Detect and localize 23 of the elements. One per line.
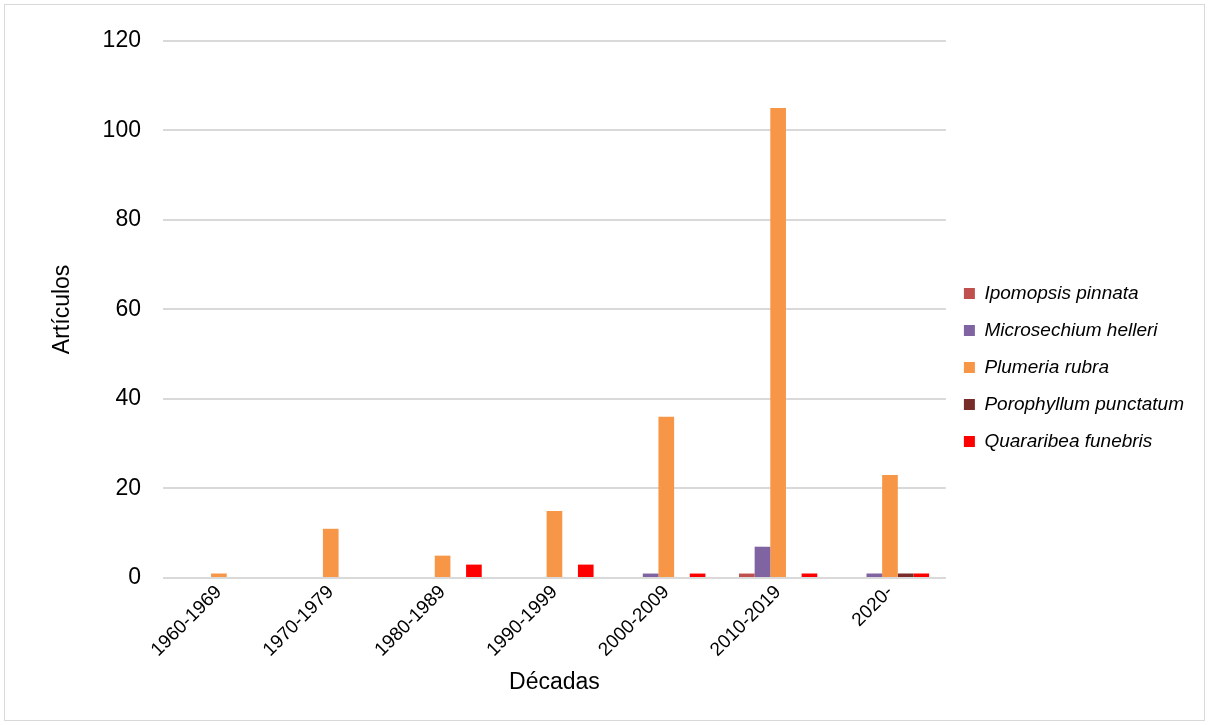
y-tick-label: 120	[102, 26, 141, 53]
bar	[770, 107, 786, 578]
legend-label: Quararibea funebris	[984, 429, 1153, 451]
legend-label: Microsechium helleri	[984, 318, 1159, 340]
legend-label: Plumeria rubra	[984, 355, 1110, 377]
legend-label: Porophyllum punctatum	[984, 392, 1185, 414]
x-axis-title: Décadas	[509, 667, 600, 694]
legend-label: Ipomopsis pinnata	[984, 281, 1139, 303]
y-tick-label: 60	[115, 294, 141, 321]
y-axis-title: Artículos	[48, 264, 75, 355]
bar	[466, 564, 482, 578]
y-tick-label: 80	[115, 205, 141, 232]
y-tick-label: 0	[128, 563, 141, 590]
bar	[658, 416, 675, 578]
bar	[322, 528, 339, 578]
y-tick-label: 40	[115, 384, 141, 411]
y-tick-label: 20	[115, 473, 141, 500]
bar	[577, 564, 594, 578]
y-tick-label: 100	[102, 115, 141, 142]
bar	[434, 555, 451, 578]
bar	[546, 510, 563, 578]
bar	[882, 475, 898, 578]
bar	[754, 546, 771, 578]
